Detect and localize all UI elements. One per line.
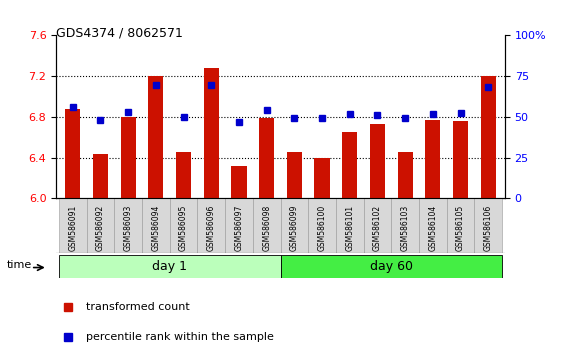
Bar [392, 198, 419, 253]
Text: GSM586099: GSM586099 [290, 205, 299, 251]
Text: GSM586103: GSM586103 [401, 205, 410, 251]
Text: percentile rank within the sample: percentile rank within the sample [86, 332, 274, 342]
Bar [481, 76, 496, 198]
Bar [419, 198, 447, 253]
Bar [453, 121, 468, 198]
Text: GSM586097: GSM586097 [234, 205, 243, 251]
Text: GSM586095: GSM586095 [179, 205, 188, 251]
Text: GSM586106: GSM586106 [484, 205, 493, 251]
Text: GDS4374 / 8062571: GDS4374 / 8062571 [56, 27, 183, 40]
Bar [225, 198, 253, 253]
Text: GSM586091: GSM586091 [68, 205, 77, 251]
Bar [308, 198, 336, 253]
Text: transformed count: transformed count [86, 302, 190, 312]
Bar [280, 255, 502, 278]
Bar [364, 198, 392, 253]
Text: GSM586098: GSM586098 [262, 205, 271, 251]
Text: GSM586104: GSM586104 [429, 205, 438, 251]
Bar [176, 153, 191, 198]
Bar [342, 132, 357, 198]
Bar [204, 68, 219, 198]
Bar [65, 109, 80, 198]
Bar [370, 124, 385, 198]
Bar [148, 76, 163, 198]
Bar [231, 166, 247, 198]
Bar [59, 198, 86, 253]
Text: GSM586105: GSM586105 [456, 205, 465, 251]
Text: time: time [7, 260, 32, 270]
Bar [398, 153, 413, 198]
Bar [287, 153, 302, 198]
Bar [93, 154, 108, 198]
Bar [59, 255, 280, 278]
Bar [475, 198, 502, 253]
Bar [336, 198, 364, 253]
Bar [169, 198, 197, 253]
Bar [86, 198, 114, 253]
Text: GSM586096: GSM586096 [207, 205, 216, 251]
Bar [114, 198, 142, 253]
Text: GSM586100: GSM586100 [318, 205, 327, 251]
Bar [425, 120, 440, 198]
Bar [280, 198, 308, 253]
Text: day 1: day 1 [152, 260, 187, 273]
Text: GSM586101: GSM586101 [345, 205, 354, 251]
Bar [142, 198, 169, 253]
Bar [121, 117, 136, 198]
Text: GSM586093: GSM586093 [123, 205, 132, 251]
Text: GSM586094: GSM586094 [151, 205, 160, 251]
Bar [447, 198, 475, 253]
Bar [197, 198, 225, 253]
Text: day 60: day 60 [370, 260, 413, 273]
Bar [314, 158, 330, 198]
Text: GSM586102: GSM586102 [373, 205, 382, 251]
Bar [253, 198, 280, 253]
Text: GSM586092: GSM586092 [96, 205, 105, 251]
Bar [259, 118, 274, 198]
